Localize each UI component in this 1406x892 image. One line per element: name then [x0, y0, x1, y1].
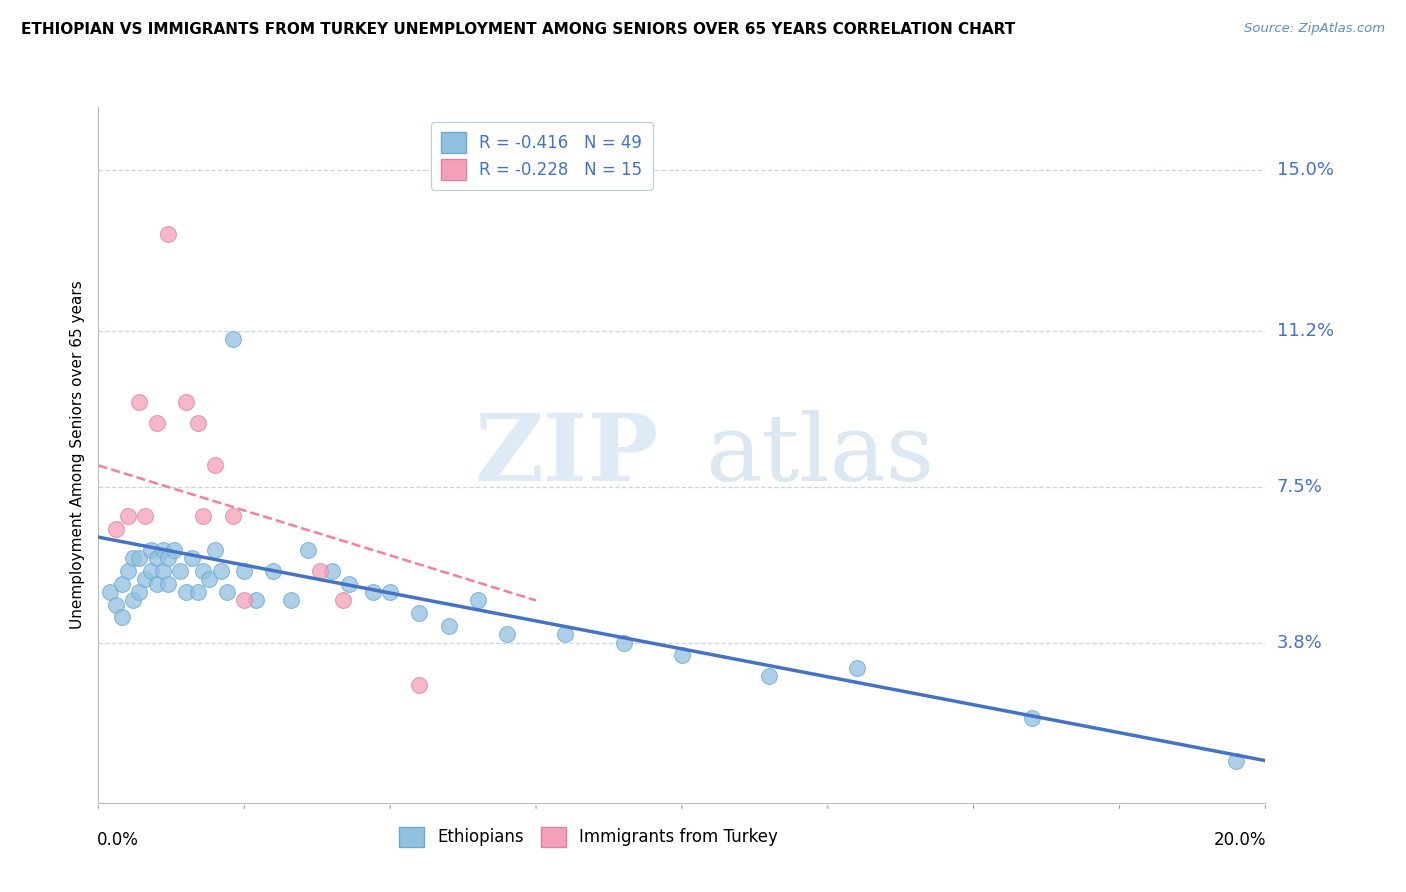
Point: [187, 585, 209, 599]
Point: [128, 395, 150, 409]
Point: [146, 417, 169, 431]
Point: [758, 669, 780, 683]
Point: [209, 564, 232, 578]
Point: [245, 593, 267, 607]
Point: [1225, 754, 1247, 768]
Point: [262, 564, 284, 578]
Text: 7.5%: 7.5%: [1277, 477, 1323, 496]
Text: 11.2%: 11.2%: [1277, 321, 1334, 340]
Point: [134, 509, 156, 524]
Point: [467, 593, 489, 607]
Point: [1021, 711, 1043, 725]
Point: [139, 564, 162, 578]
Y-axis label: Unemployment Among Seniors over 65 years: Unemployment Among Seniors over 65 years: [69, 281, 84, 629]
Point: [146, 551, 169, 566]
Point: [157, 227, 180, 241]
Point: [204, 458, 226, 473]
Point: [152, 564, 174, 578]
Point: [233, 593, 256, 607]
Point: [204, 542, 226, 557]
Point: [233, 564, 256, 578]
Point: [163, 542, 186, 557]
Point: [612, 635, 634, 649]
Point: [361, 585, 384, 599]
Point: [128, 585, 150, 599]
Text: 15.0%: 15.0%: [1277, 161, 1333, 179]
Point: [174, 585, 197, 599]
Point: [152, 542, 174, 557]
Point: [671, 648, 693, 663]
Point: [380, 585, 402, 599]
Point: [554, 627, 576, 641]
Point: [104, 598, 127, 612]
Point: [221, 509, 243, 524]
Point: [157, 551, 180, 566]
Legend: Ethiopians, Immigrants from Turkey: Ethiopians, Immigrants from Turkey: [392, 820, 785, 854]
Point: [180, 551, 202, 566]
Point: [187, 417, 209, 431]
Point: [496, 627, 519, 641]
Point: [104, 522, 127, 536]
Point: [174, 395, 197, 409]
Point: [98, 585, 121, 599]
Point: [321, 564, 343, 578]
Point: [221, 332, 243, 346]
Point: [117, 509, 139, 524]
Text: atlas: atlas: [706, 410, 935, 500]
Point: [193, 509, 215, 524]
Text: 3.8%: 3.8%: [1277, 633, 1322, 651]
Point: [332, 593, 354, 607]
Point: [198, 572, 221, 586]
Point: [157, 576, 180, 591]
Point: [111, 610, 134, 624]
Point: [122, 593, 145, 607]
Point: [437, 618, 460, 632]
Point: [146, 576, 169, 591]
Text: ZIP: ZIP: [474, 410, 658, 500]
Point: [139, 542, 162, 557]
Text: 20.0%: 20.0%: [1213, 830, 1267, 848]
Point: [408, 606, 430, 620]
Point: [122, 551, 145, 566]
Point: [846, 661, 869, 675]
Point: [215, 585, 238, 599]
Point: [117, 564, 139, 578]
Point: [280, 593, 302, 607]
Point: [408, 678, 430, 692]
Text: 0.0%: 0.0%: [97, 830, 139, 848]
Point: [337, 576, 360, 591]
Point: [128, 551, 150, 566]
Point: [309, 564, 332, 578]
Point: [134, 572, 156, 586]
Point: [193, 564, 215, 578]
Point: [111, 576, 134, 591]
Point: [297, 542, 319, 557]
Point: [169, 564, 191, 578]
Text: Source: ZipAtlas.com: Source: ZipAtlas.com: [1244, 22, 1385, 36]
Text: ETHIOPIAN VS IMMIGRANTS FROM TURKEY UNEMPLOYMENT AMONG SENIORS OVER 65 YEARS COR: ETHIOPIAN VS IMMIGRANTS FROM TURKEY UNEM…: [21, 22, 1015, 37]
